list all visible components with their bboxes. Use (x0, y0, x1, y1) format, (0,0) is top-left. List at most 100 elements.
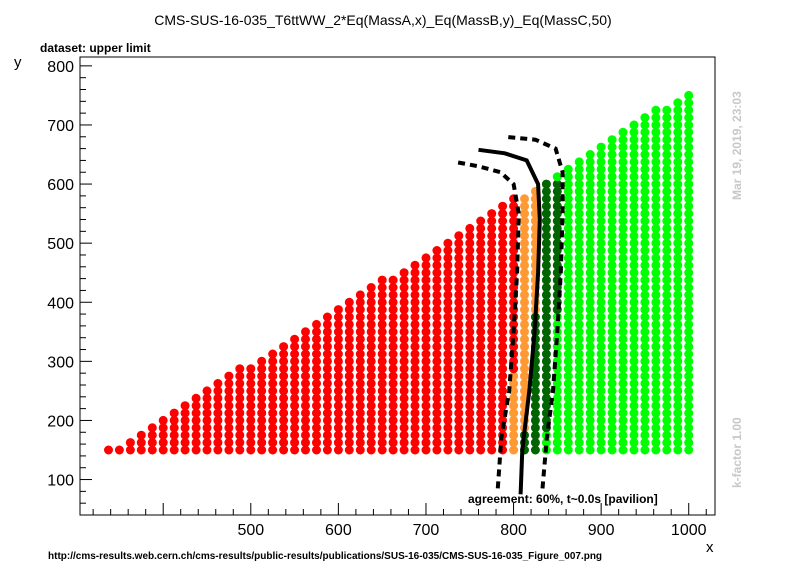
data-point (673, 379, 683, 388)
data-point (673, 260, 683, 270)
data-point (388, 371, 398, 381)
data-point (673, 268, 683, 278)
data-point (607, 268, 617, 278)
data-point (432, 438, 442, 448)
data-point (465, 268, 475, 278)
data-point (596, 319, 606, 329)
data-point (585, 297, 595, 307)
data-point (432, 327, 442, 337)
data-point (279, 386, 289, 396)
data-point (673, 305, 683, 315)
data-point (618, 253, 628, 263)
data-point (585, 356, 595, 366)
data-point (224, 371, 234, 381)
data-point (640, 423, 650, 433)
data-point (465, 260, 475, 270)
data-point (574, 386, 584, 396)
data-point (421, 408, 431, 418)
data-point (246, 364, 256, 374)
data-point (662, 164, 672, 174)
data-point (684, 98, 694, 108)
data-point (541, 275, 551, 285)
data-point (629, 283, 639, 292)
data-point (596, 364, 606, 374)
data-point (563, 415, 573, 425)
data-point (629, 238, 639, 248)
data-point (574, 179, 584, 189)
data-point (322, 319, 332, 329)
data-point (541, 386, 551, 396)
timestamp-label: Mar 19, 2019, 23:03 (730, 91, 744, 200)
data-point (487, 305, 497, 315)
data-point (574, 209, 584, 219)
data-point (541, 194, 551, 204)
y-tick-label: 800 (47, 59, 74, 76)
data-point (618, 445, 628, 455)
data-point (618, 438, 628, 448)
data-point (684, 334, 694, 344)
data-point (257, 438, 267, 448)
data-point (673, 98, 683, 108)
data-point (498, 297, 508, 307)
data-point (618, 231, 628, 241)
data-point (443, 290, 453, 300)
data-point (618, 172, 628, 182)
data-point (684, 223, 694, 233)
data-point (574, 379, 584, 388)
data-point (563, 179, 573, 189)
data-point (421, 386, 431, 396)
data-point (125, 438, 135, 448)
data-point (443, 297, 453, 307)
data-point (662, 312, 672, 322)
data-point (191, 430, 201, 440)
data-point (388, 423, 398, 433)
data-point (629, 327, 639, 337)
data-point (268, 430, 278, 440)
data-point (268, 415, 278, 425)
data-point (487, 312, 497, 322)
data-point (344, 401, 354, 411)
data-point (552, 430, 562, 440)
data-point (640, 438, 650, 448)
data-point (651, 408, 661, 418)
data-point (520, 371, 529, 381)
data-point (607, 312, 617, 322)
data-point (607, 186, 617, 196)
data-point (257, 356, 267, 366)
data-point (158, 415, 168, 425)
data-point (574, 445, 584, 455)
data-point (410, 268, 420, 278)
data-point (640, 275, 650, 285)
data-point (410, 342, 420, 352)
data-point (410, 349, 420, 359)
data-point (399, 356, 409, 366)
data-point (673, 364, 683, 374)
data-point (465, 356, 475, 366)
data-point (355, 342, 365, 352)
data-point (607, 364, 617, 374)
data-point (246, 408, 256, 418)
data-point (279, 364, 289, 374)
data-point (487, 401, 497, 411)
data-point (454, 349, 464, 359)
data-point (322, 415, 332, 425)
data-point (574, 393, 584, 403)
data-point (563, 319, 573, 329)
data-point (673, 150, 683, 159)
data-point (520, 209, 529, 219)
data-point (563, 246, 573, 255)
data-point (476, 371, 486, 381)
data-point (432, 349, 442, 359)
data-point (520, 253, 529, 263)
data-point (662, 408, 672, 418)
data-point (410, 438, 420, 448)
x-tick-label: 900 (588, 522, 615, 539)
data-point (629, 305, 639, 315)
data-point (662, 401, 672, 411)
data-point (629, 216, 639, 226)
data-point (454, 275, 464, 285)
data-point (596, 179, 606, 189)
data-point (520, 290, 529, 300)
data-point (629, 364, 639, 374)
data-point (366, 312, 376, 322)
